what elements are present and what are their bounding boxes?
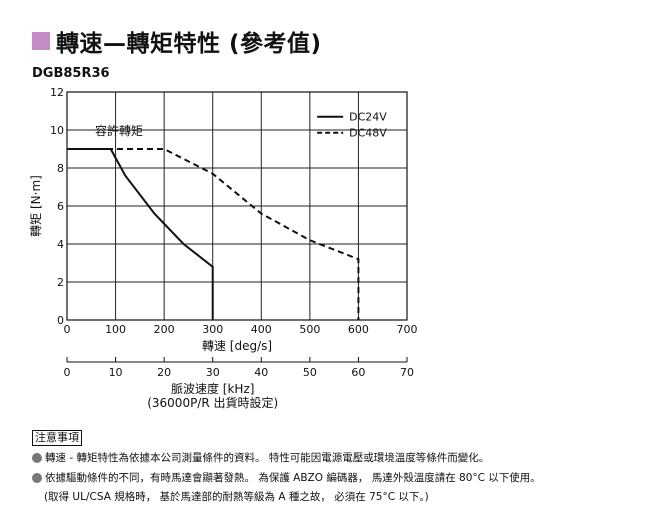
secondary-tick-label: 40	[254, 366, 268, 379]
secondary-tick-label: 20	[157, 366, 171, 379]
secondary-axis-sublabel: (36000P/R 出貨時設定)	[147, 395, 278, 410]
note-text: 依據驅動條件的不同，有時馬達會顯著發熱。 為保護 ABZO 編碼器， 馬達外殼溫…	[45, 472, 541, 484]
note-text: 轉速 - 轉矩特性為依據本公司測量條件的資料。 特性可能因電源電壓或環境溫度等條…	[45, 452, 490, 464]
x-tick-label: 0	[64, 323, 71, 336]
x-tick-label: 400	[251, 323, 272, 336]
y-axis-label: 轉矩 [N·m]	[29, 175, 43, 237]
y-tick-label: 8	[57, 162, 64, 175]
y-tick-label: 10	[50, 124, 64, 137]
chart-lines	[67, 148, 360, 320]
x-tick-label: 200	[154, 323, 175, 336]
x-tick-label: 100	[105, 323, 126, 336]
chart-ticks: 0 100 200 300 400 500 600 700 0 2 4 6 8 10 12 轉速 [deg/s…	[29, 86, 418, 353]
notes-header: 注意事項	[32, 430, 82, 446]
permissible-torque-annotation: 容許轉矩	[95, 123, 143, 138]
secondary-tick-label: 50	[303, 366, 317, 379]
title-marker	[32, 32, 50, 50]
y-tick-label: 2	[57, 276, 64, 289]
legend-label-dc24v: DC24V	[349, 111, 387, 124]
secondary-tick-label: 30	[206, 366, 220, 379]
note-item: 依據驅動條件的不同，有時馬達會顯著發熱。 為保護 ABZO 編碼器， 馬達外殼溫…	[32, 470, 541, 485]
secondary-axis: 0 10 20 30 40 50 60 70 脈波速度 [kHz](36000P/R 出貨時設定…	[64, 357, 414, 410]
secondary-tick-label: 60	[351, 366, 365, 379]
x-tick-label: 300	[202, 323, 223, 336]
x-tick-label: 700	[397, 323, 418, 336]
note-subtext: (取得 UL/CSA 規格時， 基於馬達部的耐熱等級為 A 種之故， 必須在 7…	[44, 491, 429, 503]
secondary-tick-label: 10	[109, 366, 123, 379]
series-line-dc24v	[67, 148, 214, 320]
y-tick-label: 0	[57, 314, 64, 327]
title-text: 轉速—轉矩特性 (參考值)	[56, 31, 322, 57]
bullet-icon	[32, 472, 42, 483]
chart-legend: DC24V DC48V	[317, 111, 387, 140]
plot-frame	[66, 91, 408, 321]
secondary-tick-label: 0	[64, 366, 71, 379]
y-tick-label: 4	[57, 238, 64, 251]
y-tick-label: 12	[50, 86, 64, 99]
page-title: 轉速—轉矩特性 (參考值)	[32, 26, 322, 57]
x-tick-label: 600	[348, 323, 369, 336]
series-line-dc48v	[67, 148, 360, 320]
secondary-axis-label: 脈波速度 [kHz]	[171, 381, 254, 396]
bullet-icon	[32, 452, 42, 463]
y-tick-label: 6	[57, 200, 64, 213]
x-tick-label: 500	[299, 323, 320, 336]
secondary-tick-label: 70	[400, 366, 414, 379]
x-axis-label: 轉速 [deg/s]	[202, 339, 272, 353]
legend-label-dc48v: DC48V	[349, 127, 387, 140]
note-item: 轉速 - 轉矩特性為依據本公司測量條件的資料。 特性可能因電源電壓或環境溫度等條…	[32, 450, 489, 465]
model-label: DGB85R36	[32, 66, 110, 81]
